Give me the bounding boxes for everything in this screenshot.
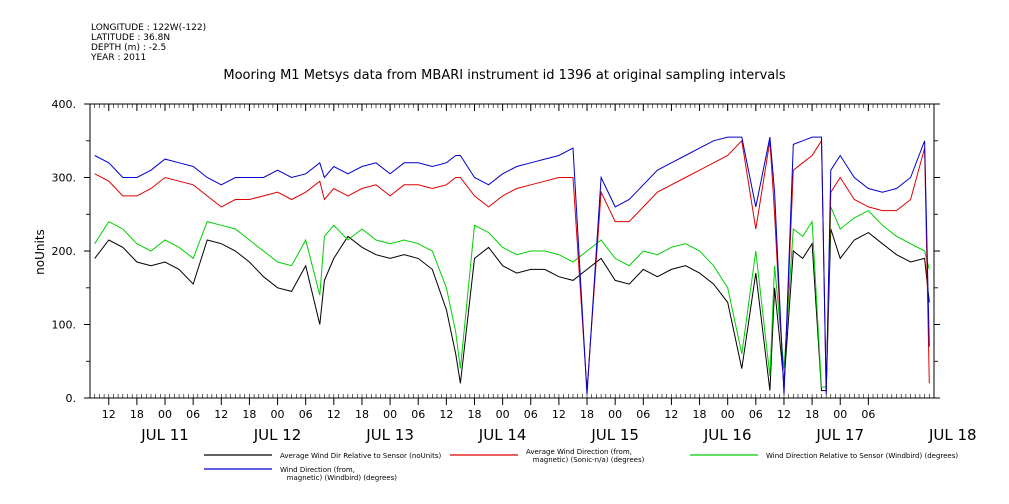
x-hour-tick-label: 18: [242, 408, 256, 421]
x-hour-tick-label: 00: [383, 408, 397, 421]
x-hour-tick-label: 18: [693, 408, 707, 421]
x-hour-tick-label: 00: [158, 408, 172, 421]
y-tick-label: 0.: [66, 392, 77, 405]
y-tick-label: 400.: [52, 98, 77, 111]
y-tick-label: 200.: [52, 245, 77, 258]
series-line-red: [94, 139, 930, 391]
x-hour-tick-label: 12: [439, 408, 453, 421]
legend-label-blue: Wind Direction (from, magnetic) (Windbir…: [280, 466, 397, 482]
x-hour-tick-label: 18: [130, 408, 144, 421]
y-tick-label: 100.: [52, 319, 77, 332]
legend-label-green: Wind Direction Relative to Sensor (Windb…: [766, 452, 959, 460]
x-day-label: JUL 14: [478, 426, 527, 444]
x-hour-tick-label: 06: [411, 408, 425, 421]
year-label: YEAR : 2011: [91, 53, 147, 63]
x-hour-tick-label: 12: [552, 408, 566, 421]
x-hour-tick-label: 00: [271, 408, 285, 421]
x-hour-tick-label: 12: [327, 408, 341, 421]
chart-title: Mooring M1 Metsys data from MBARI instru…: [223, 68, 786, 83]
x-hour-tick-label: 12: [664, 408, 678, 421]
x-hour-tick-label: 00: [608, 408, 622, 421]
x-day-label: JUL 11: [140, 426, 189, 444]
x-hour-tick-label: 18: [580, 408, 594, 421]
x-day-label: JUL 16: [703, 426, 752, 444]
x-hour-tick-label: 00: [833, 408, 847, 421]
x-hour-tick-label: 06: [186, 408, 200, 421]
x-day-label: JUL 18: [928, 426, 977, 444]
x-hour-tick-label: 18: [467, 408, 481, 421]
x-hour-tick-label: 06: [749, 408, 763, 421]
x-day-label: JUL 17: [815, 426, 864, 444]
series-line-green: [94, 206, 930, 388]
legend-label-red: Average Wind Direction (from, magnetic) …: [526, 448, 645, 464]
x-hour-tick-label: 00: [496, 408, 510, 421]
x-hour-tick-label: 12: [102, 408, 116, 421]
x-day-label: JUL 12: [253, 426, 302, 444]
series-line-blue: [94, 136, 930, 395]
x-hour-tick-label: 06: [636, 408, 650, 421]
x-hour-tick-label: 12: [777, 408, 791, 421]
latitude-label: LATITUDE : 36.8N: [91, 33, 171, 43]
x-hour-tick-label: 00: [721, 408, 735, 421]
depth-label: DEPTH (m) : -2.5: [91, 43, 167, 53]
y-tick-label: 300.: [52, 172, 77, 185]
x-day-label: JUL 15: [590, 426, 639, 444]
y-minor-ticks: [86, 140, 938, 362]
longitude-label: LONGITUDE : 122W(-122): [91, 23, 207, 33]
x-hour-tick-label: 18: [355, 408, 369, 421]
x-hour-tick-label: 12: [214, 408, 228, 421]
x-day-label: JUL 13: [365, 426, 414, 444]
x-hour-tick-label: 06: [299, 408, 313, 421]
legend-label-black: Average Wind Dir Relative to Sensor (noU…: [280, 452, 442, 460]
x-hour-tick-label: 18: [805, 408, 819, 421]
x-hour-tick-label: 06: [524, 408, 538, 421]
x-hour-tick-label: 06: [861, 408, 875, 421]
series-line-black: [94, 228, 930, 392]
